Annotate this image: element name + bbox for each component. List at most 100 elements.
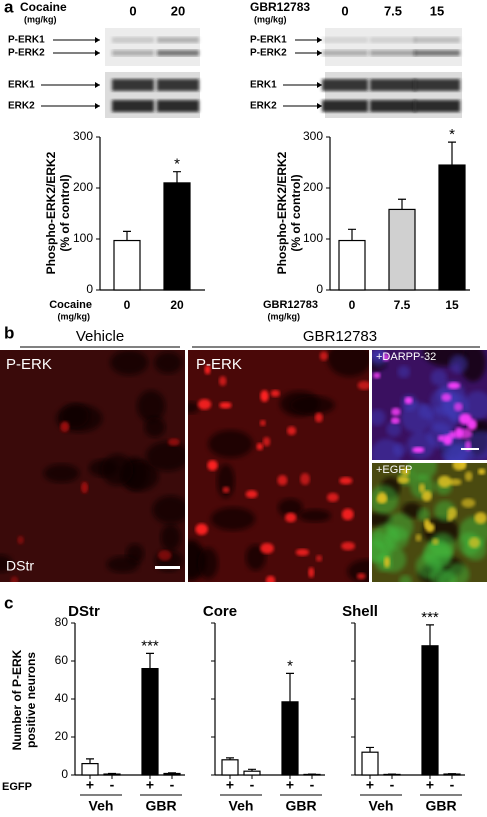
dark-region bbox=[245, 544, 266, 571]
significance: *** bbox=[141, 637, 159, 654]
panel-letter: b bbox=[4, 323, 14, 342]
bar bbox=[421, 645, 439, 776]
cell bbox=[415, 533, 422, 542]
image-label: +EGFP bbox=[376, 464, 412, 476]
y-axis-label: (% of control) bbox=[58, 174, 72, 251]
dark-region bbox=[152, 495, 185, 524]
cell bbox=[295, 548, 310, 556]
band-label: P-ERK1 bbox=[8, 35, 45, 46]
cell bbox=[373, 372, 381, 379]
x-tick-label: - bbox=[110, 777, 115, 793]
x-tick-label: + bbox=[146, 777, 154, 793]
x-tick-label: + bbox=[86, 777, 94, 793]
dark-region bbox=[298, 509, 331, 523]
cell bbox=[446, 515, 453, 522]
x-axis-label: (mg/kg) bbox=[268, 311, 301, 321]
cell bbox=[383, 556, 391, 568]
dose-label: 20 bbox=[171, 3, 185, 18]
x-tick-label: - bbox=[310, 777, 315, 793]
cell bbox=[300, 473, 310, 485]
cell bbox=[391, 407, 401, 417]
cell bbox=[207, 460, 218, 471]
cell bbox=[158, 550, 172, 561]
cell bbox=[17, 535, 24, 545]
blot-bg bbox=[105, 28, 200, 66]
group-label: GBR bbox=[285, 798, 316, 814]
chart-title: Core bbox=[203, 603, 237, 620]
bar bbox=[113, 239, 141, 291]
dose-label: 0 bbox=[129, 3, 136, 18]
cell bbox=[341, 508, 354, 521]
cell bbox=[464, 471, 473, 482]
band-label: ERK1 bbox=[8, 80, 35, 91]
significance: *** bbox=[421, 609, 439, 626]
cell bbox=[81, 481, 89, 494]
scale-bar bbox=[461, 448, 479, 450]
error-bar bbox=[123, 230, 131, 241]
cell bbox=[285, 512, 297, 523]
blots: Cocaine(mg/kg)0 20P-ERK1P-ERK2ERK1ERK2GBR… bbox=[8, 0, 462, 118]
significance: * bbox=[287, 657, 293, 674]
arrow-head bbox=[95, 103, 100, 109]
micrographs: Vehicle GBR12783 P-ERK P-ERK +DARPP-32 +EGFP D… bbox=[0, 328, 487, 582]
dark-region bbox=[106, 556, 140, 573]
band-label: P-ERK1 bbox=[250, 35, 287, 46]
dark-region bbox=[327, 350, 369, 377]
cell bbox=[260, 542, 274, 554]
y-tick-label: 300 bbox=[303, 129, 323, 143]
panel-letter: c bbox=[4, 593, 13, 612]
dark-region bbox=[188, 401, 200, 414]
dark-region bbox=[137, 390, 166, 423]
y-axis-label: Number of P-ERK bbox=[10, 649, 24, 750]
error-bar bbox=[398, 198, 406, 210]
image-label: P-ERK bbox=[6, 356, 52, 373]
dark-region bbox=[160, 524, 181, 551]
y-axis-label: Phospho-ERK2/ERK2 bbox=[44, 151, 58, 274]
x-tick-label: + bbox=[426, 777, 434, 793]
band bbox=[322, 37, 368, 43]
cell bbox=[222, 486, 230, 494]
cell bbox=[459, 463, 467, 469]
micrograph bbox=[372, 463, 487, 582]
stain bbox=[445, 562, 470, 582]
stain bbox=[463, 390, 487, 420]
group-label: GBR bbox=[425, 798, 456, 814]
image-label: +DARPP-32 bbox=[376, 351, 436, 363]
cell bbox=[441, 393, 452, 402]
x-axis-label: (mg/kg) bbox=[58, 311, 91, 321]
cell bbox=[256, 442, 264, 451]
x-tick-label: - bbox=[450, 777, 455, 793]
dark-region bbox=[278, 498, 303, 517]
cell bbox=[474, 512, 487, 524]
bar bbox=[361, 751, 379, 776]
band bbox=[414, 100, 460, 112]
dark-region bbox=[0, 554, 13, 573]
micrograph bbox=[372, 350, 487, 460]
dark-region bbox=[216, 464, 235, 498]
stain bbox=[407, 463, 438, 481]
image-label: DStr bbox=[6, 558, 34, 574]
group-label: Veh bbox=[369, 798, 394, 814]
cell bbox=[308, 567, 315, 578]
stain bbox=[422, 541, 452, 571]
x-tick-label: + bbox=[286, 777, 294, 793]
micrograph-bg bbox=[188, 350, 369, 582]
band bbox=[414, 79, 460, 91]
band-label: ERK2 bbox=[8, 101, 35, 112]
cell bbox=[377, 491, 387, 503]
bar bbox=[388, 208, 416, 291]
stain bbox=[416, 507, 430, 521]
panel-letter: a bbox=[4, 0, 14, 16]
cell bbox=[60, 421, 70, 433]
image-label: P-ERK bbox=[196, 356, 242, 373]
cell bbox=[404, 396, 413, 405]
bar bbox=[338, 239, 366, 291]
group-label: Vehicle bbox=[76, 328, 124, 345]
band bbox=[322, 79, 368, 91]
band bbox=[370, 79, 416, 91]
cell bbox=[315, 554, 323, 562]
cell bbox=[341, 541, 356, 551]
stain bbox=[430, 369, 448, 386]
y-tick-label: 60 bbox=[55, 653, 69, 667]
